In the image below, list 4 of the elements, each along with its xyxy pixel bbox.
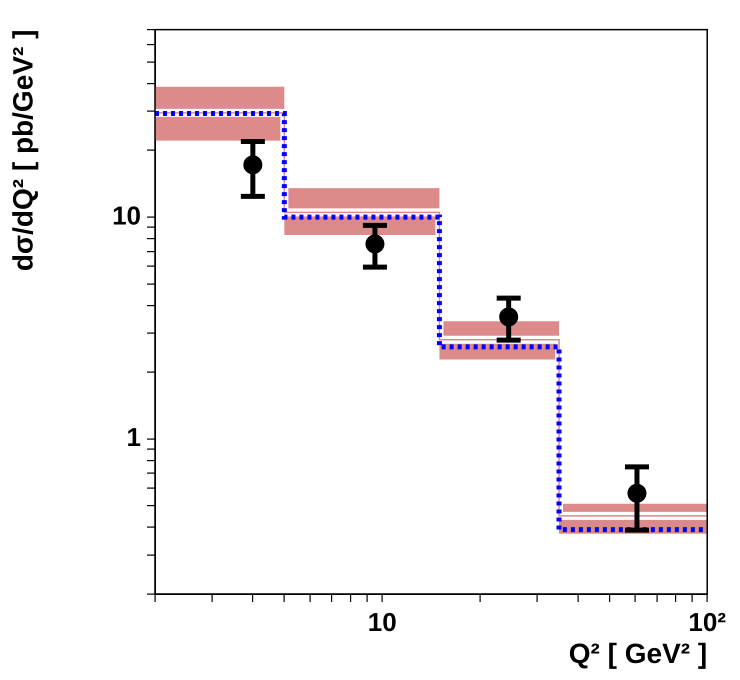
y-axis-title: dσ/dQ² [ pb/GeV² ] — [8, 30, 39, 272]
x-axis-title: Q² [ GeV² ] — [568, 638, 708, 669]
x-tick-label: 10² — [688, 606, 726, 637]
y-tick-label: 1 — [126, 422, 141, 452]
